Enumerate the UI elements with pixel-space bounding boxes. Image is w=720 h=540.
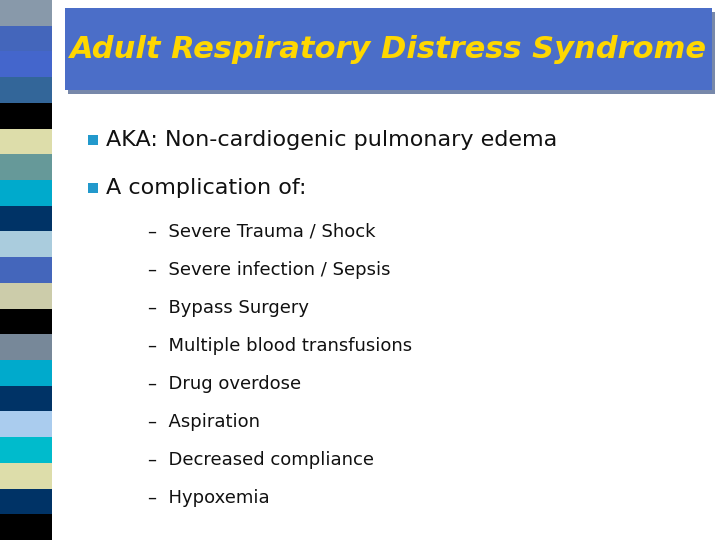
Bar [0, 26, 52, 51]
Text: Adult Respiratory Distress Syndrome: Adult Respiratory Distress Syndrome [70, 35, 707, 64]
Text: –  Decreased compliance: – Decreased compliance [148, 451, 374, 469]
Bar [68, 12, 715, 94]
Bar [0, 206, 52, 232]
Bar [0, 180, 52, 206]
Bar [0, 51, 52, 77]
Bar [0, 308, 52, 334]
Bar [0, 77, 52, 103]
Bar [0, 437, 52, 463]
Text: –  Drug overdose: – Drug overdose [148, 375, 301, 393]
Bar [0, 489, 52, 514]
Bar [0, 129, 52, 154]
Bar [0, 360, 52, 386]
Text: AKA: Non-cardiogenic pulmonary edema: AKA: Non-cardiogenic pulmonary edema [106, 130, 557, 150]
Text: –  Hypoxemia: – Hypoxemia [148, 489, 269, 507]
Bar [0, 232, 52, 257]
Text: –  Severe Trauma / Shock: – Severe Trauma / Shock [148, 223, 376, 241]
Bar [65, 8, 712, 90]
Bar [0, 334, 52, 360]
Text: –  Multiple blood transfusions: – Multiple blood transfusions [148, 337, 412, 355]
Text: –  Bypass Surgery: – Bypass Surgery [148, 299, 309, 317]
Bar [0, 463, 52, 489]
Text: A complication of:: A complication of: [106, 178, 307, 198]
Bar [0, 411, 52, 437]
Bar [0, 0, 52, 26]
Bar [88, 183, 98, 193]
Text: –  Aspiration: – Aspiration [148, 413, 260, 431]
Bar [0, 103, 52, 129]
Bar [0, 386, 52, 411]
Bar [0, 283, 52, 308]
Bar [0, 154, 52, 180]
Bar [88, 135, 98, 145]
Bar [0, 257, 52, 283]
Text: –  Severe infection / Sepsis: – Severe infection / Sepsis [148, 261, 390, 279]
Bar [0, 514, 52, 540]
